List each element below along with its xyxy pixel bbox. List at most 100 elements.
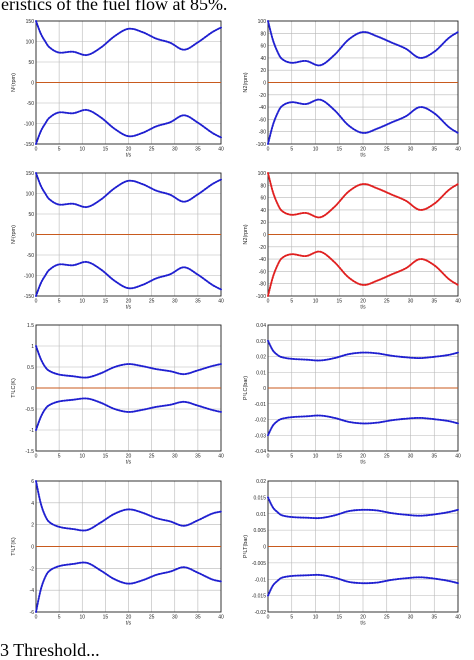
y-tick-label: 0 (31, 81, 34, 87)
x-tick-label: 10 (79, 147, 85, 153)
chart-svg: -1.5 -1 -0.5 0 0.5 1 1.5 0 5 10 15 20 25 30 35 40 t/s T¹L… (11, 323, 224, 466)
y-tick-label: -20 (259, 93, 266, 99)
y-tick-label: -150 (24, 142, 34, 148)
y-tick-label: 2 (31, 523, 34, 529)
x-tick-label: 40 (218, 147, 224, 153)
y-tick-label: 4 (31, 501, 34, 507)
y-tick-label: -100 (256, 294, 266, 300)
x-axis-label: t/s (126, 460, 132, 466)
y-axis-label: T¹LC(K) (11, 378, 17, 398)
x-tick-label: 15 (336, 615, 342, 621)
chart-svg: -6 -4 -2 0 2 4 6 0 5 10 15 20 25 30 35 40 t/s T¹LT(K) (11, 479, 224, 627)
upper-threshold-line (267, 496, 459, 520)
y-tick-label: -50 (27, 253, 34, 259)
y-tick-label: 100 (26, 40, 35, 46)
y-tick-label: -40 (259, 257, 266, 263)
x-tick-label: 30 (408, 147, 414, 153)
x-tick-label: 5 (290, 615, 293, 621)
y-tick-label: 0 (263, 81, 266, 87)
y-tick-label: -0.015 (252, 594, 266, 600)
y-tick-label: -60 (259, 117, 266, 123)
x-tick-label: 15 (103, 454, 109, 460)
x-tick-label: 10 (79, 454, 85, 460)
y-tick-label: 80 (260, 183, 266, 189)
x-axis-label: t/s (360, 153, 366, 159)
y-tick-label: 0 (31, 545, 34, 551)
y-tick-label: 0.5 (27, 365, 34, 371)
x-tick-label: 0 (35, 147, 38, 153)
figure-caption-bottom: 3 Threshold... (0, 640, 100, 660)
chart-panel-n1-b: -150 -100 -50 0 50 100 150 0 5 10 15 20 25 30 35 40 t/s N… (8, 170, 225, 312)
x-axis-label: t/s (126, 153, 132, 159)
lower-threshold-line (35, 108, 222, 145)
x-tick-label: 25 (149, 299, 155, 305)
x-tick-label: 5 (290, 454, 293, 460)
y-tick-label: -80 (259, 130, 266, 136)
x-tick-label: 15 (103, 615, 109, 621)
chart-panel-plc: -0.04 -0.03 -0.02 -0.01 0 0.01 0.02 0.03 0.04 0 5 1… (240, 322, 462, 467)
y-tick-label: 40 (260, 56, 266, 62)
chart-svg: -100 -80 -60 -40 -20 0 20 40 60 80 100 0 5 10 15 20 25 30… (243, 19, 461, 159)
x-tick-label: 10 (79, 615, 85, 621)
x-axis-label: t/s (126, 305, 132, 311)
x-tick-label: 15 (336, 147, 342, 153)
chart-svg: -150 -100 -50 0 50 100 150 0 5 10 15 20 25 30 35 40 t/s N… (11, 19, 224, 159)
y-tick-label: 80 (260, 31, 266, 37)
x-tick-label: 30 (408, 454, 414, 460)
x-tick-label: 0 (267, 454, 270, 460)
x-axis-label: t/s (360, 621, 366, 627)
x-tick-label: 5 (58, 299, 61, 305)
x-tick-label: 5 (58, 615, 61, 621)
y-tick-label: -4 (30, 588, 35, 594)
x-tick-label: 40 (218, 454, 224, 460)
y-tick-label: 100 (258, 171, 267, 177)
y-tick-label: -0.03 (255, 433, 267, 439)
x-tick-label: 35 (195, 147, 201, 153)
y-tick-label: 0.01 (256, 370, 266, 376)
x-tick-label: 0 (267, 299, 270, 305)
y-tick-label: -0.005 (252, 561, 266, 567)
y-tick-label: -0.02 (255, 610, 267, 616)
upper-threshold-line (35, 20, 222, 57)
y-tick-label: 0 (31, 386, 34, 392)
figure-caption-top: eristics of the fuel flow at 85%. (1, 0, 228, 14)
y-tick-label: 150 (26, 171, 35, 177)
upper-threshold-line (267, 20, 459, 67)
lower-threshold-line (35, 561, 222, 613)
x-tick-label: 25 (384, 615, 390, 621)
x-tick-label: 10 (79, 299, 85, 305)
x-axis-label: t/s (126, 621, 132, 627)
y-axis-label: T¹LT(K) (11, 537, 17, 556)
y-axis-label: N2(rpm) (243, 224, 249, 244)
x-tick-label: 20 (360, 615, 366, 621)
chart-panel-n1-a: -150 -100 -50 0 50 100 150 0 5 10 15 20 25 30 35 40 t/s N… (8, 18, 225, 160)
y-tick-label: -80 (259, 282, 266, 288)
y-tick-label: -0.01 (255, 402, 267, 408)
x-tick-label: 35 (431, 299, 437, 305)
upper-threshold-line (35, 345, 222, 379)
y-tick-label: -0.04 (255, 449, 267, 455)
chart-panel-n2-b: -100 -80 -60 -40 -20 0 20 40 60 80 100 0 5 10 15 20 25 30… (240, 170, 462, 312)
y-tick-label: 0.015 (253, 495, 266, 501)
y-tick-label: 0 (263, 233, 266, 239)
y-axis-label: N¹(rpm) (11, 73, 17, 92)
lower-threshold-line (35, 397, 222, 431)
y-axis-label: P¹LT(bar) (243, 535, 249, 558)
x-tick-label: 35 (195, 615, 201, 621)
x-tick-label: 20 (126, 147, 132, 153)
y-tick-label: 0 (31, 233, 34, 239)
y-tick-label: 1 (31, 344, 34, 350)
x-tick-label: 20 (360, 147, 366, 153)
y-tick-label: 150 (26, 19, 35, 25)
lower-threshold-line (267, 414, 459, 437)
y-tick-label: -50 (27, 101, 34, 107)
lower-threshold-line (35, 260, 222, 297)
y-tick-label: 0.005 (253, 528, 266, 534)
x-tick-label: 0 (267, 615, 270, 621)
x-tick-label: 20 (360, 454, 366, 460)
x-tick-label: 15 (103, 147, 109, 153)
x-tick-label: 35 (195, 299, 201, 305)
x-tick-label: 30 (408, 299, 414, 305)
chart-svg: -0.02 -0.015 -0.01 -0.005 0 0.005 0.01 0.015 0.0… (243, 479, 461, 627)
x-tick-label: 15 (336, 454, 342, 460)
